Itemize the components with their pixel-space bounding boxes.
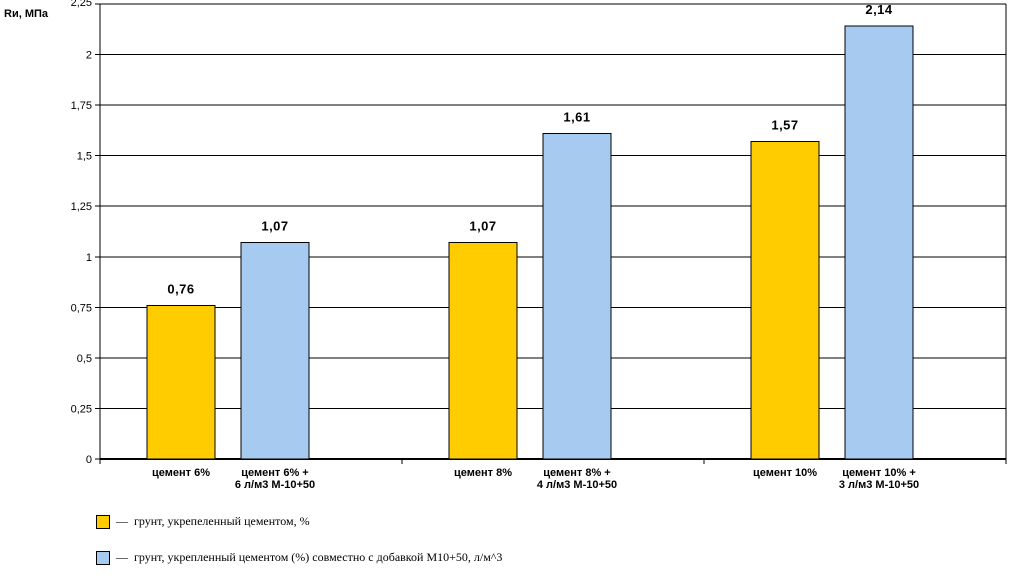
- y-tick-label: 0: [86, 454, 92, 466]
- category-label: 4 л/м3 М-10+50: [537, 479, 617, 491]
- y-tick-label: 0,25: [71, 403, 92, 415]
- legend-item-cement-additive: — грунт, укрепленный цементом (%) совмес…: [96, 550, 502, 565]
- y-axis-label: Rи, МПа: [4, 8, 49, 20]
- bar: [448, 242, 518, 460]
- y-tick-label: 1,25: [71, 201, 92, 213]
- category-label: цемент 6%: [152, 467, 210, 479]
- y-tick-label: 2,25: [71, 0, 92, 9]
- bar: [542, 132, 612, 460]
- data-label: 1,61: [563, 109, 590, 124]
- legend-swatch-cement: [96, 514, 110, 529]
- category-label: 3 л/м3 М-10+50: [839, 479, 919, 491]
- legend-label-cement-additive: грунт, укрепленный цементом (%) совместн…: [134, 550, 503, 564]
- legend-dash: —: [116, 550, 128, 564]
- bar: [146, 304, 216, 460]
- bar: [240, 242, 310, 460]
- category-label: цемент 8%: [454, 467, 512, 479]
- y-tick-label: 1,75: [71, 100, 92, 112]
- data-label: 1,07: [469, 219, 496, 234]
- y-axis-ticks: 0 0,25 0,5 0,75 1 1,25 1,5 1,75 2 2,25: [71, 0, 100, 466]
- category-label: цемент 10% +: [842, 467, 916, 479]
- category-label: цемент 10%: [753, 467, 817, 479]
- bar: [750, 141, 820, 460]
- category-label: цемент 8% +: [543, 467, 610, 479]
- y-tick-label: 0,75: [71, 302, 92, 314]
- bar: [844, 25, 914, 460]
- data-label: 0,76: [167, 281, 194, 296]
- data-label: 1,07: [261, 219, 288, 234]
- bars: 0,76 1,07 1,07 1,61 1,57 2,14: [146, 2, 914, 460]
- legend-item-cement: — грунт, укрепеленный цементом, %: [96, 514, 310, 529]
- data-label: 2,14: [865, 2, 893, 17]
- legend-swatch-cement-additive: [96, 550, 110, 565]
- category-label: цемент 6% +: [241, 467, 308, 479]
- y-tick-label: 2: [86, 50, 92, 62]
- bar-chart: 0 0,25 0,5 0,75 1 1,25 1,5 1,75 2 2,25 0,76 1,07 1,…: [4, 0, 1007, 491]
- data-label: 1,57: [771, 118, 798, 133]
- y-tick-label: 1: [86, 252, 92, 264]
- y-tick-label: 1,5: [77, 151, 92, 163]
- legend-label-cement: грунт, укрепеленный цементом, %: [134, 514, 310, 528]
- legend-dash: —: [116, 514, 128, 528]
- y-tick-label: 0,5: [77, 353, 92, 365]
- category-label: 6 л/м3 М-10+50: [235, 479, 315, 491]
- category-labels: цемент 6% цемент 6% +6 л/м3 М-10+50 цемент…: [152, 467, 919, 491]
